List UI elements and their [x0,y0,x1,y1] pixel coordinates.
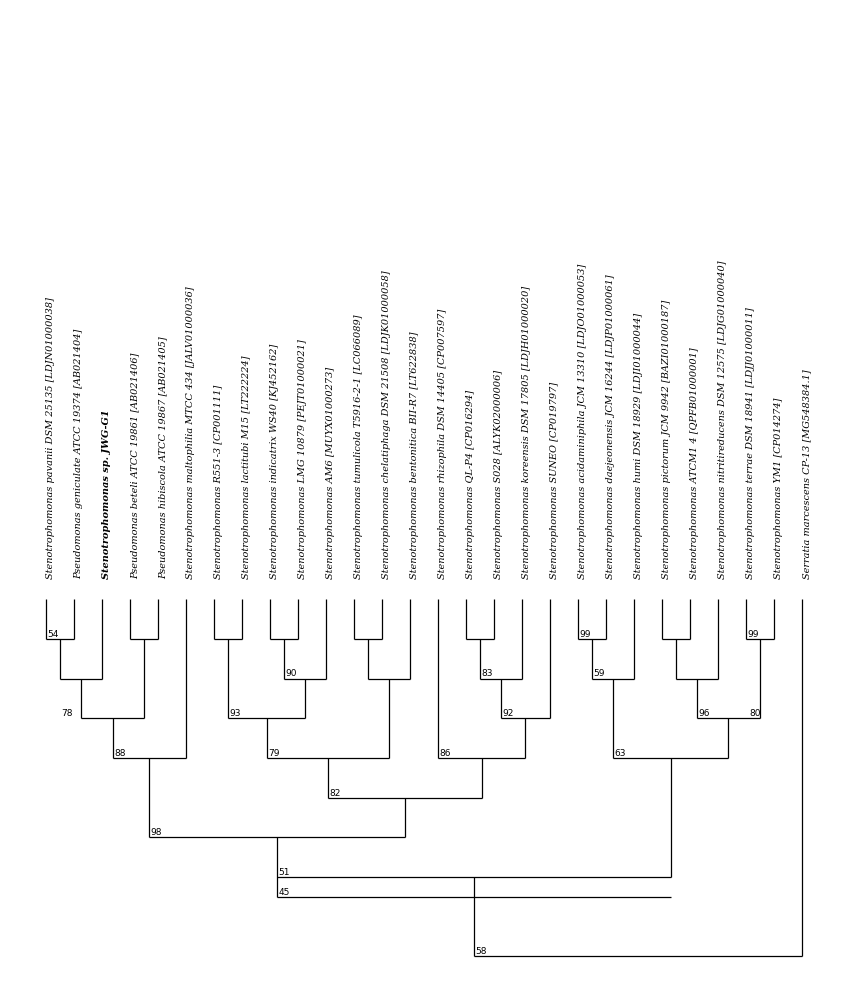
Text: 90: 90 [286,670,297,678]
Text: Pseudomonas geniculate ATCC 19374 [AB021404]: Pseudomonas geniculate ATCC 19374 [AB021… [74,329,83,579]
Text: 59: 59 [594,670,605,678]
Text: Stenotrophomonas bentonitica BII-R7 [LT622838]: Stenotrophomonas bentonitica BII-R7 [LT6… [410,332,419,579]
Text: 99: 99 [579,630,591,639]
Text: 86: 86 [439,749,451,758]
Text: Stenotrophomonas lactitubi M15 [LT222224]: Stenotrophomonas lactitubi M15 [LT222224… [242,356,251,579]
Text: 54: 54 [47,630,59,639]
Text: Stenotrophomonas AM6 [MUYX01000273]: Stenotrophomonas AM6 [MUYX01000273] [326,367,335,579]
Text: 88: 88 [114,749,126,758]
Text: Stenotrophomonas humi DSM 18929 [LDJI01000044]: Stenotrophomonas humi DSM 18929 [LDJI010… [634,313,643,579]
Text: Stenotrophomonas YM1 [CP014274]: Stenotrophomonas YM1 [CP014274] [774,398,783,579]
Text: 51: 51 [278,868,290,877]
Text: 63: 63 [614,749,626,758]
Text: 92: 92 [502,709,514,718]
Text: 78: 78 [62,709,73,718]
Text: Pseudomonas beteli ATCC 19861 [AB021406]: Pseudomonas beteli ATCC 19861 [AB021406] [130,353,139,579]
Text: Stenotrophomonas indicatrix WS40 [KJ452162]: Stenotrophomonas indicatrix WS40 [KJ4521… [270,344,279,579]
Text: 82: 82 [329,788,341,798]
Text: Stenotrophomonas LMG 10879 [PEJT01000021]: Stenotrophomonas LMG 10879 [PEJT01000021… [298,340,307,579]
Text: Stenotrophomonas koreensis DSM 17805 [LDJH01000020]: Stenotrophomonas koreensis DSM 17805 [LD… [522,286,531,579]
Text: Pseudomonas hibiscola ATCC 19867 [AB021405]: Pseudomonas hibiscola ATCC 19867 [AB0214… [158,337,167,579]
Text: Stenotrophomonas pavanii DSM 25135 [LDJN01000038]: Stenotrophomonas pavanii DSM 25135 [LDJN… [46,297,55,579]
Text: Stenotrophomonas daejeonensis JCM 16244 [LDJP01000061]: Stenotrophomonas daejeonensis JCM 16244 … [606,275,615,579]
Text: Stenotrophomonas chelatiphaga DSM 21508 [LDJK01000058]: Stenotrophomonas chelatiphaga DSM 21508 … [382,271,391,579]
Text: Serratia marcescens CP-13 [MG548384.1]: Serratia marcescens CP-13 [MG548384.1] [802,370,811,579]
Text: Stenotrophomonas maltophilia MTCC 434 [JALV01000036]: Stenotrophomonas maltophilia MTCC 434 [J… [186,287,195,579]
Text: Stenotrophomonas sp. JWG-G1: Stenotrophomonas sp. JWG-G1 [102,410,111,579]
Text: 79: 79 [268,749,280,758]
Text: 99: 99 [747,630,759,639]
Text: Stenotrophomonas pictorum JCM 9942 [BAZI01000187]: Stenotrophomonas pictorum JCM 9942 [BAZI… [662,300,671,579]
Text: Stenotrophomonas terrae DSM 18941 [LDJJ01000011]: Stenotrophomonas terrae DSM 18941 [LDJJ0… [746,308,755,579]
Text: Stenotrophomonas ATCM1 4 [QPFB01000001]: Stenotrophomonas ATCM1 4 [QPFB01000001] [690,348,699,579]
Text: Stenotrophomonas QL-P4 [CP016294]: Stenotrophomonas QL-P4 [CP016294] [466,390,475,579]
Text: 93: 93 [230,709,241,718]
Text: 45: 45 [278,888,290,897]
Text: Stenotrophomonas tumulicola T5916-2-1 [LC066089]: Stenotrophomonas tumulicola T5916-2-1 [L… [354,315,363,579]
Text: 83: 83 [482,670,493,678]
Text: Stenotrophomonas nitritireducens DSM 12575 [LDJG01000040]: Stenotrophomonas nitritireducens DSM 125… [718,261,727,579]
Text: Stenotrophomonas SUNEO [CP019797]: Stenotrophomonas SUNEO [CP019797] [550,382,559,579]
Text: Stenotrophomonas R551-3 [CP001111]: Stenotrophomonas R551-3 [CP001111] [214,385,223,579]
Text: 96: 96 [698,709,710,718]
Text: 80: 80 [750,709,762,718]
Text: Stenotrophomonas acidaminiphila JCM 13310 [LDJO01000053]: Stenotrophomonas acidaminiphila JCM 1331… [578,264,587,579]
Text: Stenotrophomonas rhizophila DSM 14405 [CP007597]: Stenotrophomonas rhizophila DSM 14405 [C… [438,309,447,579]
Text: 58: 58 [475,947,487,956]
Text: 98: 98 [151,828,162,837]
Text: Stenotrophomonas S028 [ALYK02000006]: Stenotrophomonas S028 [ALYK02000006] [494,370,503,579]
